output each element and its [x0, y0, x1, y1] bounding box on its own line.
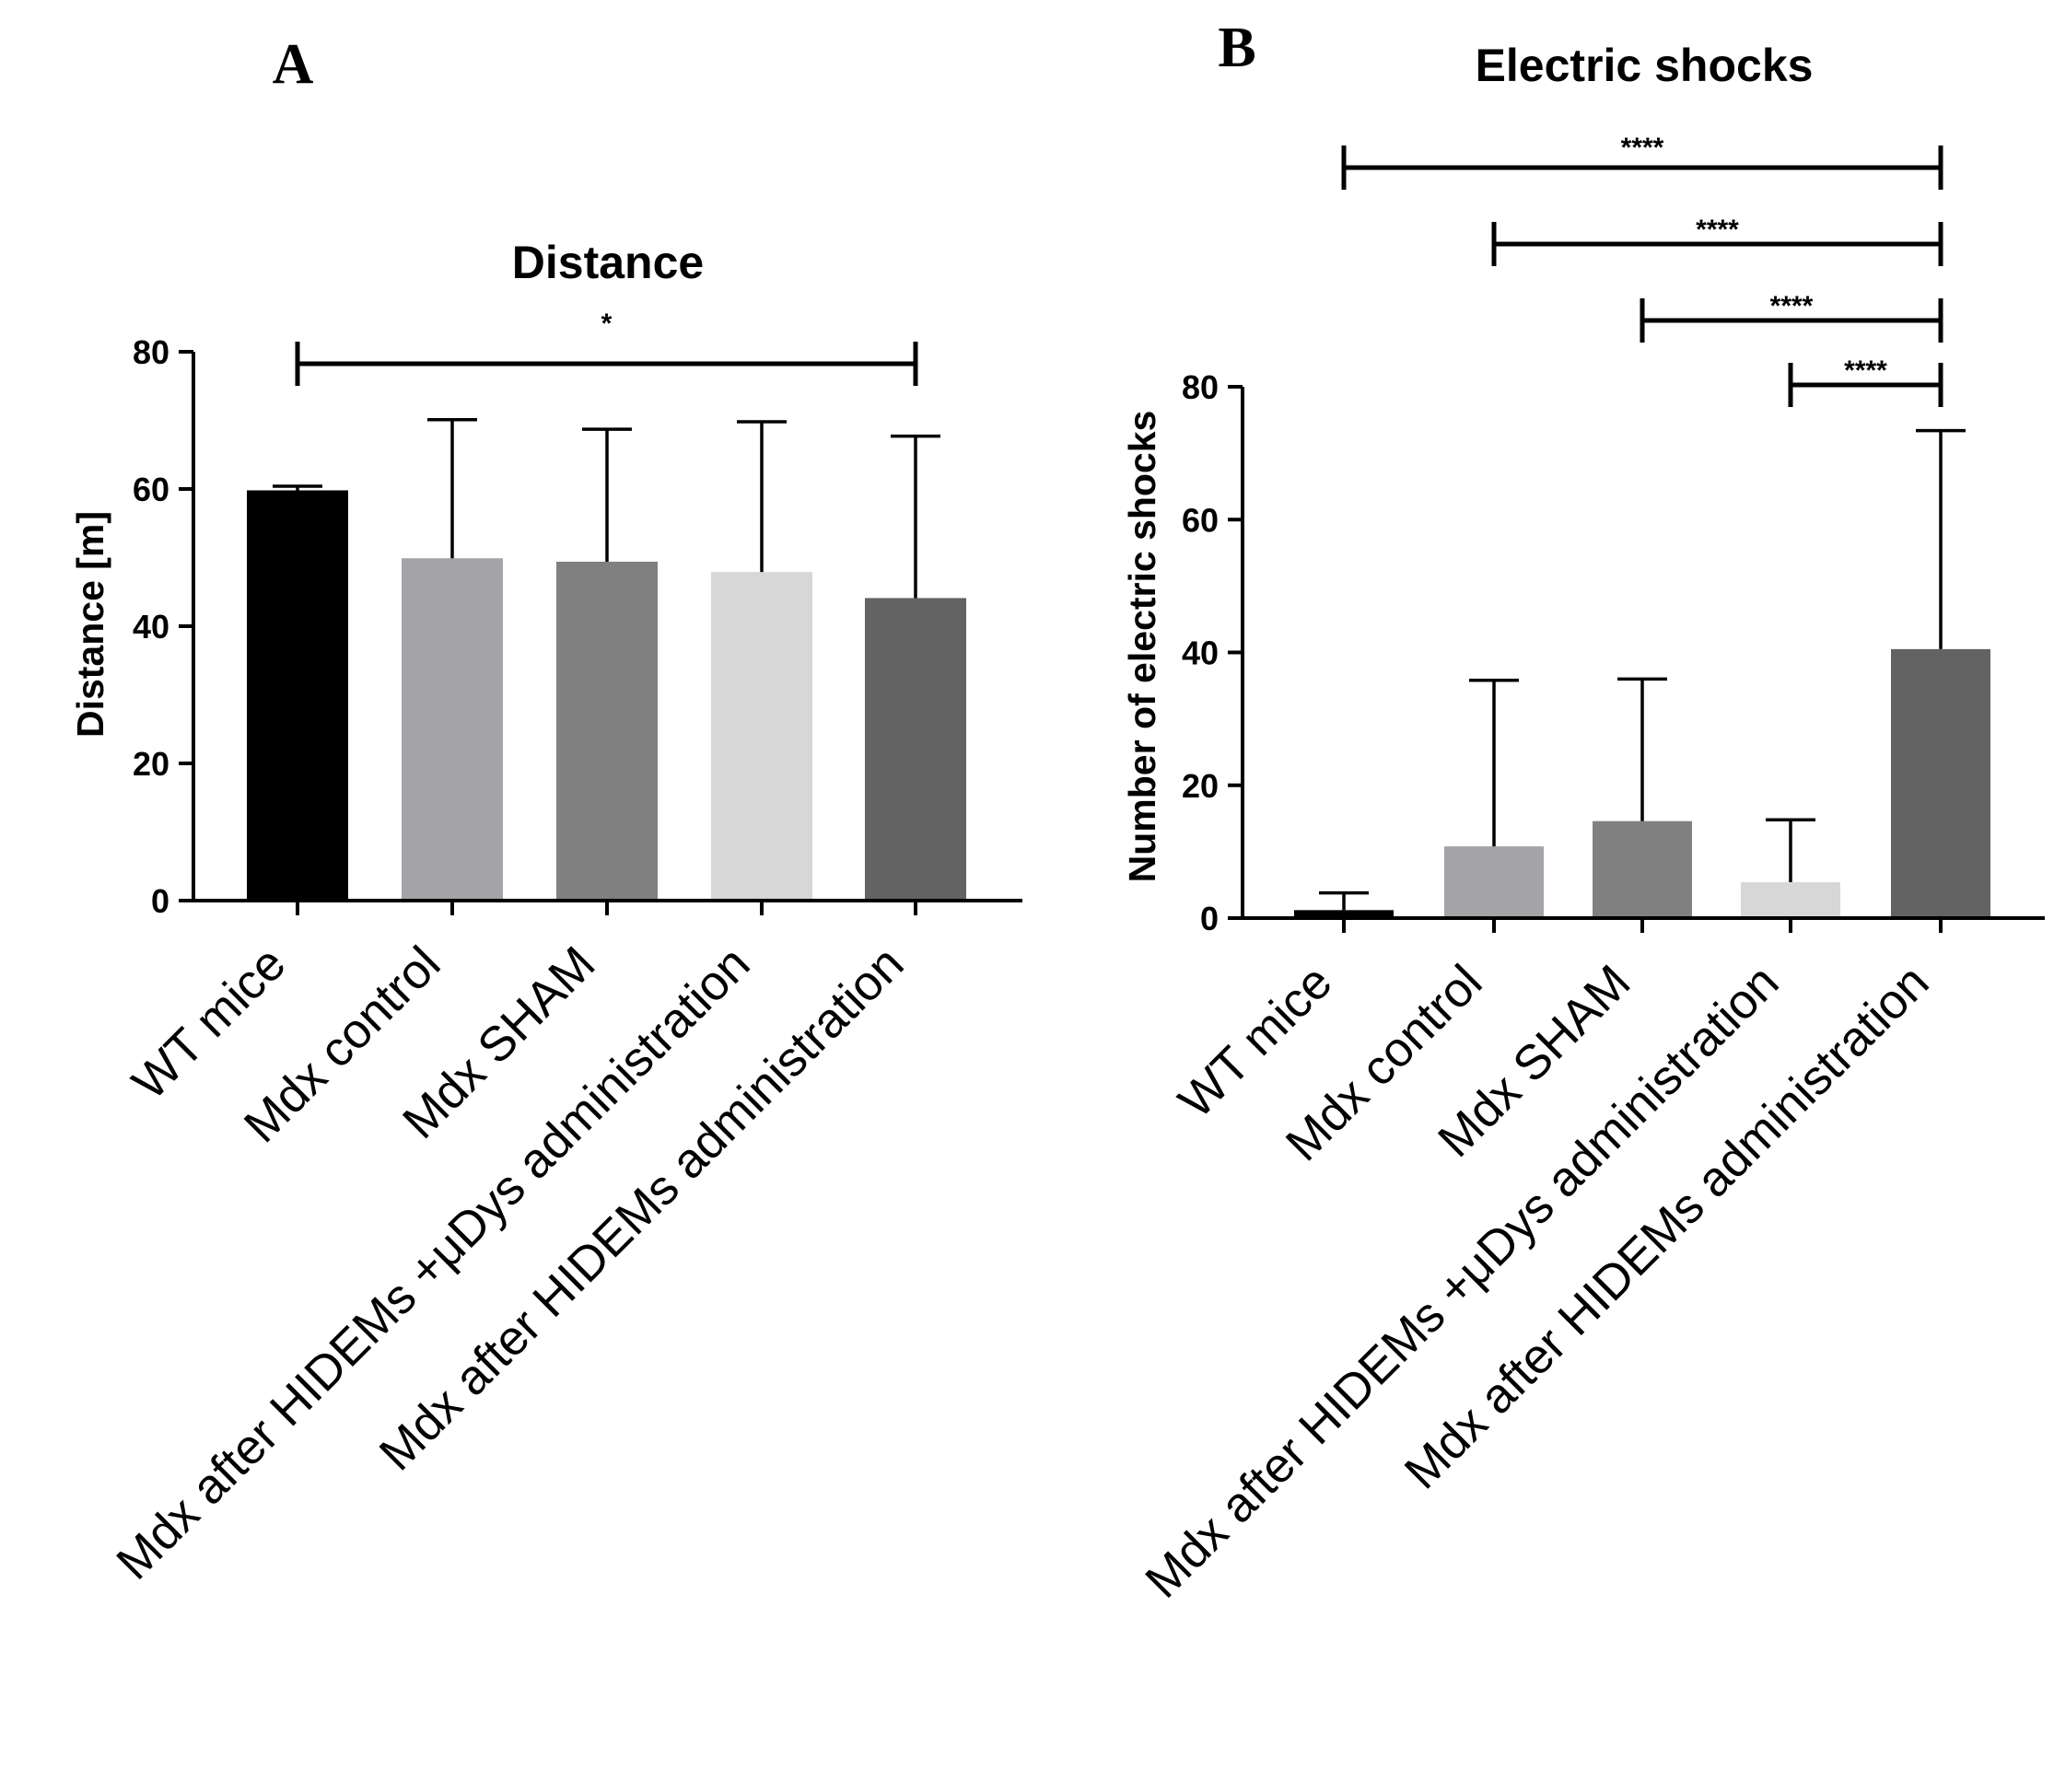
panel-b-electric-shocks-chart: B Electric shocks Number of electric sho…	[1121, 17, 2045, 1609]
panel-a-bar-3	[556, 561, 658, 901]
panel-letter-a: A	[273, 33, 314, 96]
chart-title-electric-shocks: Electric shocks	[1476, 40, 1814, 91]
panel-a-bar-1	[247, 490, 348, 901]
panel-a-y-tick-label-80: 80	[133, 333, 169, 371]
panel-a-y-tick-label-20: 20	[133, 745, 169, 783]
panel-b-significance-label-1: ****	[1621, 133, 1664, 163]
y-axis-title-distance: Distance [m]	[69, 511, 111, 738]
panel-b-bar-2	[1444, 846, 1544, 918]
panel-a-y-tick-label-40: 40	[133, 608, 169, 646]
panel-b-y-tick-label-20: 20	[1182, 767, 1219, 805]
panel-a-bar-2	[402, 558, 503, 901]
panel-a-bar-5	[865, 598, 966, 901]
panel-b-significance-label-2: ****	[1696, 215, 1739, 245]
panel-a-y-tick-label-0: 0	[151, 882, 169, 920]
y-axis-title-electric-shocks: Number of electric shocks	[1121, 411, 1163, 883]
panel-a-bar-4	[711, 572, 812, 901]
panel-b-y-tick-label-60: 60	[1182, 501, 1219, 539]
panel-b-bar-5	[1891, 648, 1990, 918]
chart-title-distance: Distance	[512, 237, 704, 288]
panel-b-bar-1	[1294, 910, 1394, 918]
panel-b-significance-label-4: ****	[1844, 355, 1887, 386]
panel-b-significance-label-3: ****	[1770, 291, 1814, 321]
panel-a-y-tick-label-60: 60	[133, 471, 169, 508]
panel-b-x-category-label-5: Mdx after HIDEMs administration	[1395, 955, 1940, 1500]
panel-b-bar-3	[1593, 820, 1692, 918]
panel-b-y-tick-label-0: 0	[1200, 900, 1219, 937]
panel-b-y-tick-label-80: 80	[1182, 368, 1219, 406]
panel-b-bar-4	[1741, 882, 1840, 918]
panel-letter-b: B	[1218, 17, 1255, 79]
panel-b-y-tick-label-40: 40	[1182, 634, 1219, 672]
panel-a-significance-label-1: *	[601, 308, 613, 339]
